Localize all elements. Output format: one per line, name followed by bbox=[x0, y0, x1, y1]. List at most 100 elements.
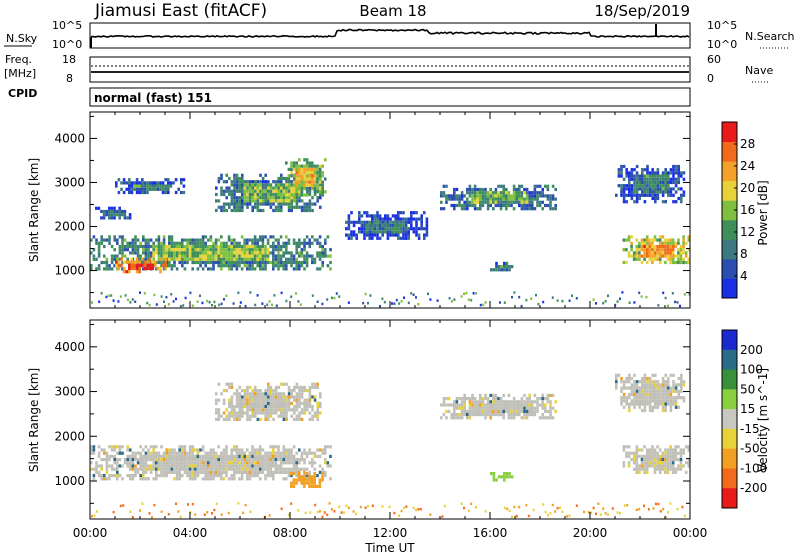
near-range-speckle bbox=[393, 302, 396, 305]
echo-cell bbox=[481, 409, 485, 413]
echo-cell bbox=[97, 474, 101, 478]
echo-cell bbox=[295, 161, 298, 165]
echo-cell bbox=[305, 158, 309, 162]
echo-cell bbox=[479, 197, 482, 201]
echo-cell bbox=[669, 171, 673, 175]
echo-cell bbox=[471, 403, 474, 407]
echo-cell bbox=[633, 399, 636, 403]
echo-cell bbox=[381, 220, 384, 224]
echo-cell bbox=[261, 458, 265, 462]
echo-cell bbox=[648, 399, 652, 403]
echo-cell bbox=[225, 189, 228, 193]
echo-cell bbox=[272, 189, 275, 193]
echo-cell bbox=[350, 233, 353, 237]
echo-cell bbox=[318, 478, 322, 482]
near-range-speckle bbox=[506, 507, 509, 511]
near-range-speckle bbox=[331, 508, 333, 511]
echo-cell bbox=[525, 413, 529, 417]
echo-cell bbox=[110, 216, 114, 220]
echo-cell bbox=[484, 409, 487, 413]
echo-cell bbox=[97, 241, 101, 245]
echo-cell bbox=[287, 205, 291, 209]
echo-cell bbox=[142, 474, 145, 478]
echo-cell bbox=[230, 180, 234, 184]
echo-cell bbox=[324, 448, 327, 452]
echo-cell bbox=[316, 411, 319, 415]
echo-cell bbox=[306, 389, 309, 393]
echo-cell bbox=[178, 464, 181, 468]
echo-cell bbox=[628, 184, 631, 188]
echo-cell bbox=[253, 244, 257, 249]
echo-cell bbox=[225, 451, 228, 455]
echo-cell bbox=[240, 267, 244, 271]
near-range-speckle bbox=[383, 300, 386, 304]
echo-cell bbox=[347, 220, 351, 224]
echo-cell bbox=[196, 238, 200, 242]
echo-cell bbox=[680, 396, 683, 400]
echo-cell bbox=[481, 200, 485, 204]
echo-cell bbox=[677, 164, 680, 169]
power-colorbar-swatch bbox=[722, 161, 737, 182]
echo-cell bbox=[505, 403, 508, 407]
echo-cell bbox=[285, 417, 288, 421]
echo-cell bbox=[279, 470, 283, 474]
echo-cell bbox=[620, 168, 623, 172]
echo-cell bbox=[468, 406, 472, 410]
echo-cell bbox=[512, 207, 516, 211]
echo-cell bbox=[492, 400, 495, 404]
echo-cell bbox=[248, 196, 252, 200]
echo-cell bbox=[410, 223, 413, 228]
echo-cell bbox=[412, 230, 416, 234]
echo-cell bbox=[241, 186, 244, 190]
echo-cell bbox=[622, 196, 626, 201]
echo-cell bbox=[142, 464, 145, 468]
echo-cell bbox=[280, 414, 283, 418]
echo-cell bbox=[248, 238, 252, 242]
echo-cell bbox=[212, 257, 215, 261]
echo-cell bbox=[259, 260, 262, 265]
near-range-speckle bbox=[187, 503, 189, 506]
echo-cell bbox=[295, 196, 299, 200]
echo-cell bbox=[460, 400, 464, 404]
echo-cell bbox=[410, 227, 413, 231]
echo-cell bbox=[473, 207, 477, 211]
echo-cell bbox=[235, 196, 239, 200]
echo-cell bbox=[155, 458, 158, 462]
echo-cell bbox=[633, 392, 636, 397]
echo-cell bbox=[246, 241, 249, 245]
echo-cell bbox=[139, 451, 142, 455]
echo-cell bbox=[651, 405, 654, 409]
echo-cell bbox=[100, 238, 103, 242]
echo-cell bbox=[282, 260, 285, 265]
echo-cell bbox=[677, 238, 680, 242]
echo-cell bbox=[445, 184, 448, 188]
echo-cell bbox=[277, 189, 280, 193]
echo-cell bbox=[458, 403, 461, 407]
echo-cell bbox=[656, 251, 659, 255]
echo-cell bbox=[269, 458, 272, 462]
echo-cell bbox=[277, 470, 280, 474]
echo-cell bbox=[453, 406, 456, 410]
echo-cell bbox=[440, 194, 443, 198]
echo-cell bbox=[453, 207, 456, 211]
echo-cell bbox=[212, 474, 215, 478]
echo-cell bbox=[113, 254, 116, 258]
echo-cell bbox=[295, 464, 298, 468]
echo-cell bbox=[128, 184, 131, 188]
echo-cell bbox=[661, 187, 665, 191]
echo-cell bbox=[415, 227, 418, 231]
echo-cell bbox=[510, 409, 513, 413]
echo-cell bbox=[167, 187, 170, 191]
echo-cell bbox=[300, 417, 304, 421]
near-range-speckle bbox=[472, 292, 475, 295]
near-range-speckle bbox=[619, 297, 621, 300]
echo-cell bbox=[512, 184, 516, 188]
echo-cell bbox=[113, 461, 116, 465]
echo-cell bbox=[661, 467, 665, 471]
echo-cell bbox=[253, 254, 257, 258]
echo-cell bbox=[274, 408, 278, 412]
echo-cell bbox=[92, 235, 96, 239]
echo-cell bbox=[381, 223, 384, 228]
echo-cell bbox=[212, 454, 215, 458]
echo-cell bbox=[512, 194, 516, 198]
